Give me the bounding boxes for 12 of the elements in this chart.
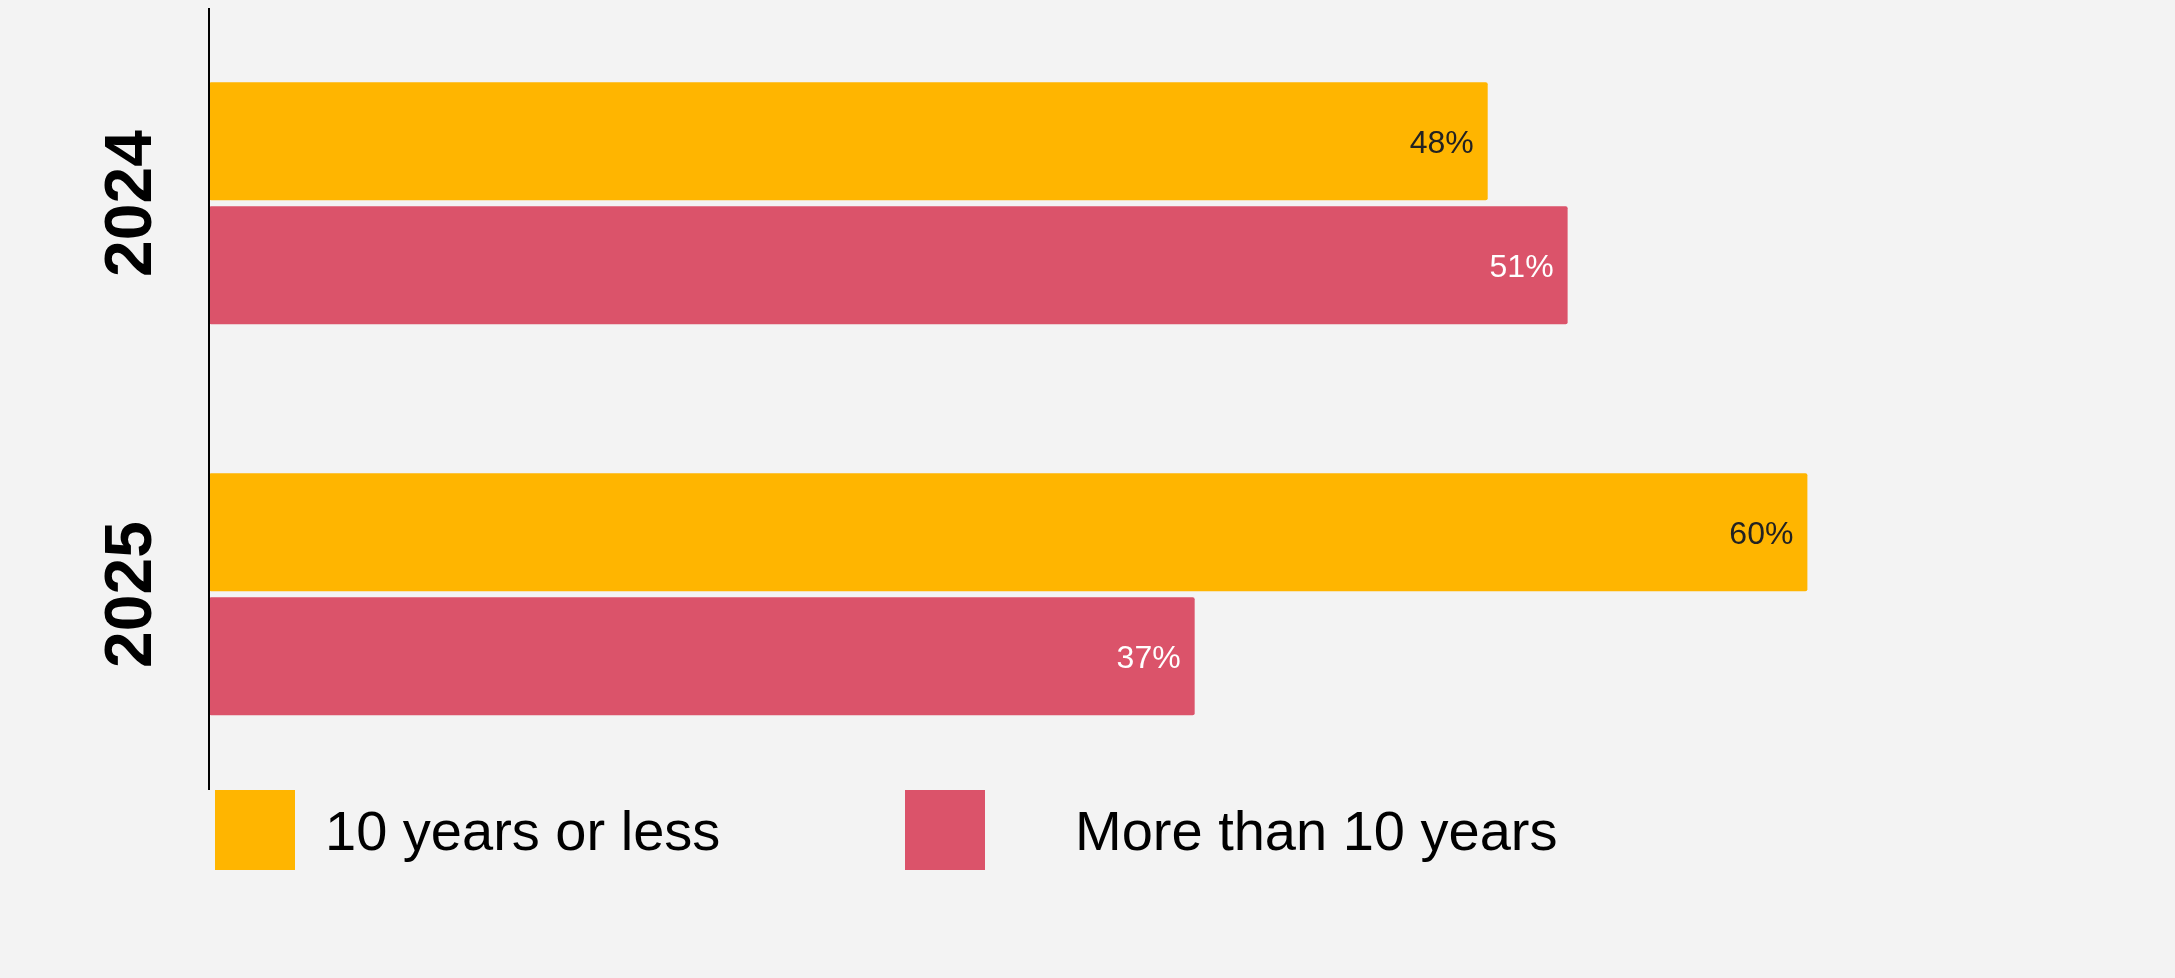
data-label: 37% (1116, 638, 1181, 675)
data-label: 51% (1489, 247, 1554, 284)
y-tick-label: 2025 (91, 521, 165, 668)
data-label: 60% (1729, 514, 1794, 551)
bar (209, 206, 1568, 325)
bar (209, 597, 1195, 716)
legend-label: More than 10 years (1075, 797, 1558, 863)
bar (209, 473, 1808, 592)
y-tick-label: 2024 (91, 129, 165, 277)
bar (209, 82, 1488, 201)
data-label: 48% (1409, 123, 1474, 160)
legend-label: 10 years or less (325, 797, 721, 863)
